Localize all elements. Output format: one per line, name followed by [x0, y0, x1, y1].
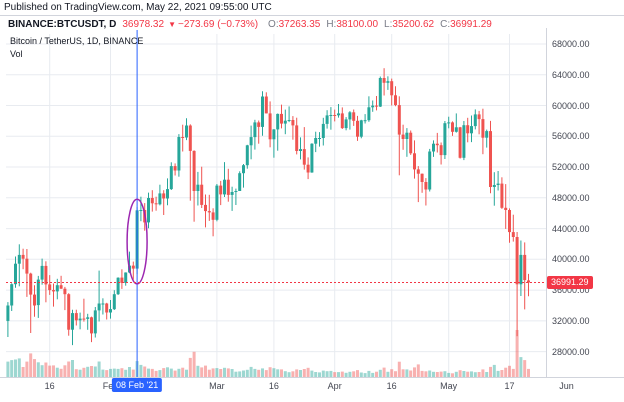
- symbol-info-bar: BINANCE:BTCUSDT, D 36978.32 ▼ −273.69 (−0.7…: [8, 19, 492, 30]
- price-tick-label: 28000.00: [552, 346, 590, 357]
- chart-legend-title: Bitcoin / TetherUS, 1D, BINANCE: [10, 36, 144, 46]
- candles-layer: [6, 68, 530, 346]
- published-line: Published on TradingView.com, May 22, 20…: [4, 2, 272, 13]
- date-highlight-badge: 08 Feb '21: [111, 378, 163, 392]
- price-tick-label: 56000.00: [552, 131, 590, 142]
- ohlc-label: H:: [326, 19, 337, 30]
- price-change: −273.69 (−0.73%): [177, 19, 259, 30]
- time-scale[interactable]: 16 Feb Mar 16 Apr 16 May 17 Jun 08 Feb '21: [0, 378, 624, 402]
- annotations-layer: [6, 30, 546, 377]
- time-tick-label: 17: [504, 381, 515, 391]
- ohlc-value: 35200.62: [392, 19, 435, 30]
- time-tick-label: Mar: [209, 381, 225, 391]
- time-tick-label: 16: [268, 381, 279, 391]
- ohlc-value: 36991.29: [450, 19, 492, 30]
- symbol-title: BINANCE:BTCUSDT, D: [8, 19, 117, 30]
- volume-indicator-label: Vol: [10, 49, 23, 59]
- price-tick-label: 52000.00: [552, 162, 590, 172]
- ellipse-annotation: [126, 198, 148, 285]
- price-tick-label: 68000.00: [552, 39, 590, 49]
- grid-layer: [6, 34, 546, 377]
- time-tick-label: Apr: [327, 381, 342, 391]
- time-tick-label: May: [440, 381, 458, 391]
- price-tick-label: 60000.00: [552, 100, 590, 111]
- separator-lines: [0, 15, 624, 378]
- price-tick-label: 44000.00: [552, 223, 590, 234]
- time-tick-label: Feb: [102, 381, 119, 391]
- time-tick-label: 16: [44, 381, 55, 391]
- ohlc-value: 37263.35: [278, 19, 321, 30]
- volume-layer: [6, 330, 530, 377]
- ohlc-label: O:: [268, 19, 279, 30]
- ohlc-value: 38100.00: [336, 19, 379, 30]
- price-scale[interactable]: 28000.00 32000.00 36000.00 40000.00 44000.00…: [546, 0, 624, 402]
- price-tick-label: 36000.00: [552, 285, 590, 296]
- ohlc-label: C:: [440, 19, 451, 30]
- price-down-arrow-icon: ▼: [168, 20, 176, 29]
- ohlc-label: L:: [384, 19, 393, 30]
- price-tick-label: 64000.00: [552, 69, 590, 80]
- ohlc-values: O:37263.35 H:38100.00 L:35200.62 C:36991.29: [262, 19, 492, 30]
- time-tick-label: Jun: [559, 381, 574, 391]
- price-tick-label: 48000.00: [552, 192, 590, 203]
- last-price: 36978.32: [122, 19, 165, 30]
- price-tick-label: 32000.00: [552, 315, 590, 326]
- last-price-badge: 36991.29: [547, 275, 593, 289]
- price-tick-label: 40000.00: [552, 254, 590, 265]
- time-tick-label: 16: [386, 381, 397, 391]
